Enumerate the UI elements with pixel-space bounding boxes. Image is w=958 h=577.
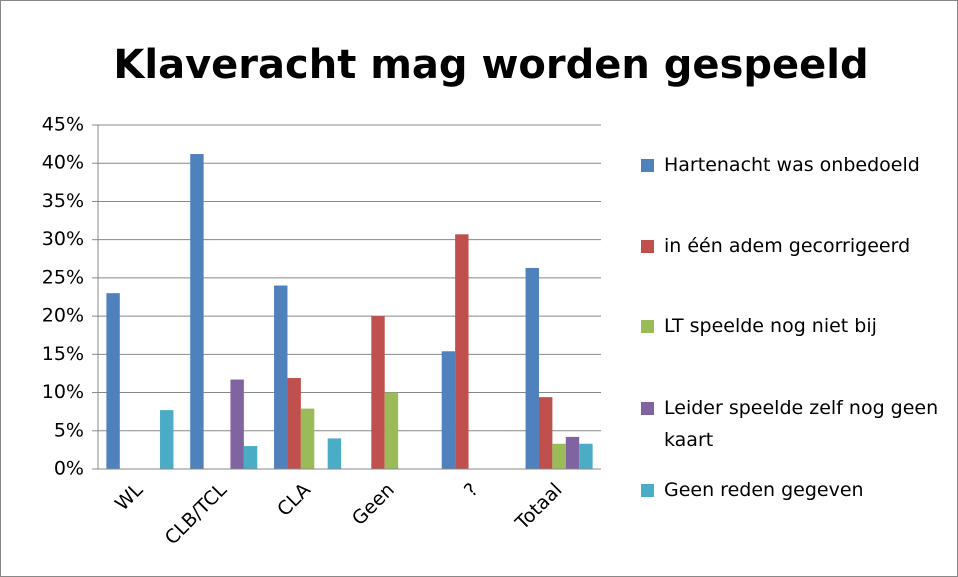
legend-swatch: [641, 240, 654, 253]
y-tick-label: 40%: [42, 152, 84, 174]
y-tick-label: 5%: [54, 419, 84, 441]
x-tick-label: Geen: [348, 479, 399, 530]
legend-item: in één adem gecorrigeerd: [641, 230, 941, 262]
y-tick-label: 20%: [42, 305, 84, 327]
bar: [190, 154, 204, 469]
bar: [538, 397, 553, 469]
legend-label: Geen reden gegeven: [664, 479, 864, 501]
bar: [243, 446, 258, 469]
x-tick-label: CLB/TCL: [161, 479, 232, 550]
legend-label: Leider speelde zelf nog geen kaart: [664, 397, 939, 451]
legend-item: Leider speelde zelf nog geen kaart: [641, 392, 941, 456]
chart-title: Klaveracht mag worden gespeeld: [113, 42, 868, 88]
bar: [552, 443, 566, 469]
legend-swatch: [641, 484, 654, 497]
y-tick-label: 15%: [42, 343, 84, 365]
legend-swatch: [641, 320, 654, 333]
legend-item: LT speelde nog niet bij: [641, 310, 941, 342]
y-tick-label: 0%: [54, 458, 84, 480]
x-tick-label: Totaal: [511, 479, 567, 535]
bar: [300, 408, 315, 469]
x-tick-label: WL: [111, 479, 148, 516]
y-tick-label: 45%: [42, 114, 84, 136]
bar: [441, 351, 456, 469]
bar: [230, 379, 244, 469]
x-tick-label: ?: [460, 479, 483, 502]
legend-swatch: [641, 402, 654, 415]
bar: [371, 316, 385, 469]
legend-label: in één adem gecorrigeerd: [664, 235, 911, 257]
y-tick-label: 10%: [42, 381, 84, 403]
bar: [327, 438, 342, 469]
y-tick-label: 35%: [42, 190, 84, 212]
legend-swatch: [641, 159, 654, 172]
legend-item: Geen reden gegeven: [641, 474, 941, 506]
bar: [287, 378, 301, 469]
bar: [565, 436, 580, 469]
legend-item: Hartenacht was onbedoeld: [641, 149, 941, 181]
bar: [455, 234, 469, 469]
y-tick-label: 30%: [42, 228, 84, 250]
bar: [579, 443, 593, 469]
bar: [106, 293, 120, 469]
legend-label: LT speelde nog niet bij: [664, 315, 877, 337]
y-tick-label: 25%: [42, 266, 84, 288]
bar: [525, 267, 539, 469]
bar: [274, 285, 288, 469]
legend-label: Hartenacht was onbedoeld: [664, 154, 920, 176]
bar: [160, 410, 174, 469]
x-tick-label: CLA: [273, 479, 315, 521]
bar: [384, 392, 399, 469]
